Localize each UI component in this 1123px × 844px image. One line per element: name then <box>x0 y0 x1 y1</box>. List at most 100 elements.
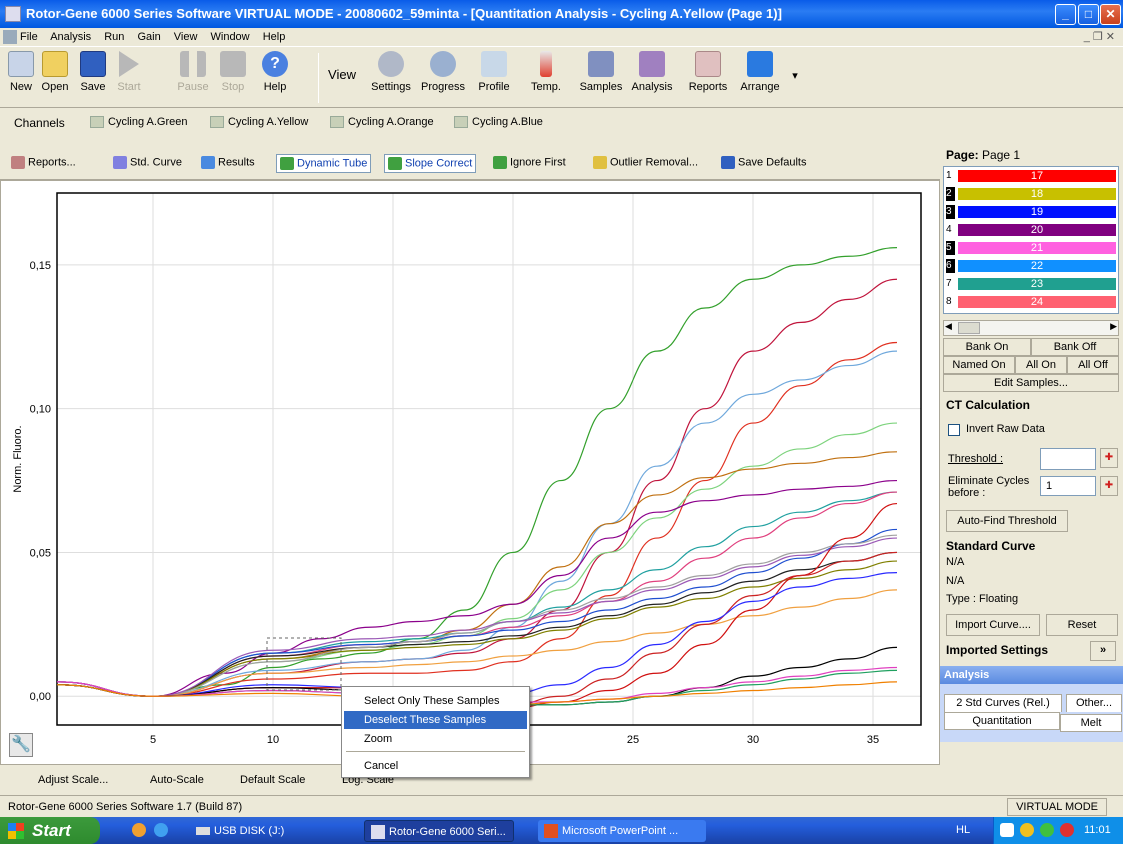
bank-off-button[interactable]: Bank Off <box>1031 338 1119 356</box>
menu-help[interactable]: Help <box>262 31 286 43</box>
edit-samples-button[interactable]: Edit Samples... <box>943 374 1119 392</box>
scroll-left-icon[interactable]: ◀ <box>945 321 952 331</box>
title-bar[interactable]: Rotor-Gene 6000 Series Software VIRTUAL … <box>0 0 1123 28</box>
stop-button[interactable]: Stop <box>218 51 248 107</box>
default-scale-button[interactable]: Default Scale <box>240 774 306 786</box>
document-icon[interactable] <box>3 30 17 44</box>
ie-icon[interactable] <box>154 823 168 837</box>
sample-row[interactable]: 2 18 <box>944 187 1118 201</box>
menu-run[interactable]: Run <box>104 31 125 43</box>
tab-other[interactable]: Other... <box>1066 694 1122 712</box>
eliminate-pick-icon[interactable]: ✚ <box>1100 476 1118 496</box>
stopwatch-icon <box>430 51 456 77</box>
start-button[interactable]: Start <box>0 817 100 844</box>
sample-row[interactable]: 4 20 <box>944 223 1118 237</box>
tab-quantitation[interactable]: Quantitation <box>944 712 1060 730</box>
language-indicator[interactable]: HL <box>956 824 971 836</box>
sample-row[interactable]: 1 17 <box>944 169 1118 183</box>
adjust-scale-button[interactable]: Adjust Scale... <box>38 774 109 786</box>
pause-button[interactable]: Pause <box>176 51 210 107</box>
sample-row[interactable]: 8 24 <box>944 295 1118 309</box>
channel-blue-button[interactable]: Cycling A.Blue <box>454 116 543 129</box>
tray-icon[interactable] <box>1020 823 1034 837</box>
menu-gain[interactable]: Gain <box>137 31 161 43</box>
bank-on-button[interactable]: Bank On <box>943 338 1031 356</box>
reset-button[interactable]: Reset <box>1046 614 1118 636</box>
results-button[interactable]: Results <box>198 154 258 171</box>
zoom-item[interactable]: Zoom <box>364 733 393 745</box>
scroll-thumb[interactable] <box>958 322 980 334</box>
tab-2-std-curves[interactable]: 2 Std Curves (Rel.) <box>944 694 1062 712</box>
wrench-icon[interactable]: 🔧 <box>9 733 33 757</box>
eliminate-cycles-input[interactable]: 1 <box>1040 476 1096 496</box>
analysis-button[interactable]: Analysis <box>626 51 678 107</box>
threshold-pick-icon[interactable]: ✚ <box>1100 448 1118 468</box>
task-usb-disk[interactable]: USB DISK (J:) <box>190 820 350 842</box>
close-button[interactable]: ✕ <box>1100 4 1121 25</box>
outlier-removal-button[interactable]: Outlier Removal... <box>590 154 701 171</box>
menu-analysis[interactable]: Analysis <box>50 31 92 43</box>
sample-list-scrollbar[interactable]: ◀ ▶ <box>943 320 1119 336</box>
sample-row[interactable]: 3 19 <box>944 205 1118 219</box>
quicklaunch-icon[interactable] <box>132 823 146 837</box>
progress-button[interactable]: Progress <box>418 51 468 107</box>
channel-green-button[interactable]: Cycling A.Green <box>90 116 187 129</box>
expand-chevron-icon[interactable]: » <box>1090 641 1116 661</box>
slope-correct-button[interactable]: Slope Correct <box>384 154 477 173</box>
sample-row[interactable]: 7 23 <box>944 277 1118 291</box>
save-defaults-button[interactable]: Save Defaults <box>718 154 809 171</box>
auto-scale-button[interactable]: Auto-Scale <box>150 774 204 786</box>
settings-button[interactable]: Settings <box>366 51 416 107</box>
channel-orange-button[interactable]: Cycling A.Orange <box>330 116 434 129</box>
invert-raw-data-checkbox[interactable] <box>948 424 960 436</box>
app-icon[interactable] <box>5 6 21 22</box>
cancel-item[interactable]: Cancel <box>364 760 399 772</box>
threshold-input[interactable] <box>1040 448 1096 470</box>
menu-window[interactable]: Window <box>210 31 250 43</box>
mdi-window-controls[interactable]: _ ❐ ✕ <box>1083 31 1115 43</box>
maximize-button[interactable]: □ <box>1078 4 1099 25</box>
dynamic-tube-button[interactable]: Dynamic Tube <box>276 154 372 173</box>
profile-button[interactable]: Profile <box>474 51 514 107</box>
tab-melt[interactable]: Melt <box>1060 714 1122 732</box>
select-only-these-samples-item[interactable]: Select Only These Samples <box>364 695 500 707</box>
task-rotor-gene[interactable]: Rotor-Gene 6000 Seri... <box>364 820 514 842</box>
auto-find-threshold-button[interactable]: Auto-Find Threshold <box>946 510 1068 532</box>
menu-view[interactable]: View <box>173 31 198 43</box>
std-curve-button[interactable]: Std. Curve <box>110 154 185 171</box>
page-selector[interactable]: Page: Page 1 <box>946 148 1021 162</box>
menu-file[interactable]: File <box>20 31 38 43</box>
series-line <box>56 341 898 697</box>
all-on-button[interactable]: All On <box>1015 356 1067 374</box>
sample-row[interactable]: 6 22 <box>944 259 1118 273</box>
series-line <box>56 560 898 697</box>
new-button[interactable]: New <box>6 51 36 107</box>
help-icon: ? <box>262 51 288 77</box>
minimize-button[interactable]: _ <box>1055 4 1076 25</box>
channel-yellow-button[interactable]: Cycling A.Yellow <box>210 116 308 129</box>
arrange-button[interactable]: Arrange <box>736 51 784 107</box>
temp-button[interactable]: Temp. <box>528 51 564 107</box>
tray-icon[interactable] <box>1000 823 1014 837</box>
task-powerpoint[interactable]: Microsoft PowerPoint ... <box>538 820 706 842</box>
scroll-right-icon[interactable]: ▶ <box>1110 321 1117 331</box>
toolbar-overflow-chevron-icon[interactable]: ▾ <box>792 70 798 82</box>
reports-button[interactable]: Reports <box>684 51 732 107</box>
reports-tool-button[interactable]: Reports... <box>8 154 79 171</box>
all-off-button[interactable]: All Off <box>1067 356 1119 374</box>
import-curve-button[interactable]: Import Curve.... <box>946 614 1040 636</box>
sample-row[interactable]: 5 21 <box>944 241 1118 255</box>
named-on-button[interactable]: Named On <box>943 356 1015 374</box>
shield-icon[interactable] <box>1060 823 1074 837</box>
start-button[interactable]: Start <box>112 51 146 107</box>
samples-button[interactable]: Samples <box>578 51 624 107</box>
open-button[interactable]: Open <box>38 51 72 107</box>
sample-list[interactable]: 1 17 2 18 3 19 4 20 5 21 6 22 7 23 8 24 <box>943 166 1119 314</box>
save-button[interactable]: Save <box>76 51 110 107</box>
tray-icon[interactable] <box>1040 823 1054 837</box>
ignore-first-button[interactable]: Ignore First <box>490 154 569 171</box>
deselect-these-samples-item[interactable]: Deselect These Samples <box>344 711 527 729</box>
help-button[interactable]: ? Help <box>260 51 290 107</box>
